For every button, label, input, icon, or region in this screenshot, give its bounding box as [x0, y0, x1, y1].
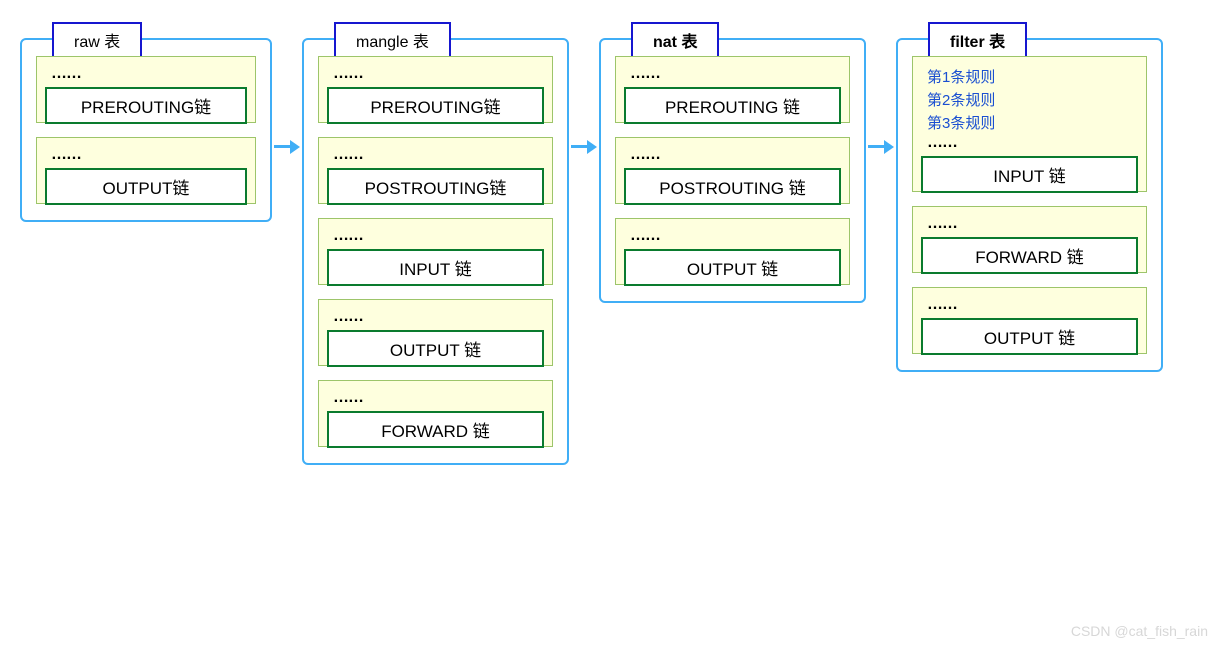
- chain-label: INPUT 链: [327, 249, 544, 286]
- chain-block: ……POSTROUTING链: [318, 137, 553, 204]
- arrow-right-icon: [274, 140, 300, 154]
- table-title: filter 表: [928, 22, 1027, 58]
- table-box: nat 表……PREROUTING 链……POSTROUTING 链……OUTP…: [599, 38, 866, 303]
- chain-dots: ……: [329, 227, 542, 249]
- chain-dots: ……: [626, 65, 839, 87]
- chain-dots: ……: [626, 227, 839, 249]
- table-box: filter 表第1条规则第2条规则第3条规则……INPUT 链……FORWAR…: [896, 38, 1163, 372]
- arrow-right-icon: [571, 140, 597, 154]
- chain-block: ……PREROUTING链: [36, 56, 256, 123]
- arrow-wrap: [569, 20, 599, 154]
- chain-block: 第1条规则第2条规则第3条规则……INPUT 链: [912, 56, 1147, 192]
- chain-block: ……OUTPUT 链: [912, 287, 1147, 354]
- chain-block: ……FORWARD 链: [318, 380, 553, 447]
- table-box: raw 表……PREROUTING链……OUTPUT链: [20, 38, 272, 222]
- chain-dots: ……: [329, 389, 542, 411]
- arrow-right-icon: [868, 140, 894, 154]
- iptables-diagram: raw 表……PREROUTING链……OUTPUT链mangle 表……PRE…: [20, 20, 1200, 465]
- chain-label: PREROUTING链: [45, 87, 247, 124]
- chain-dots: ……: [329, 308, 542, 330]
- chain-block: ……OUTPUT 链: [615, 218, 850, 285]
- chain-label: PREROUTING 链: [624, 87, 841, 124]
- chain-dots: ……: [923, 134, 1136, 156]
- chain-dots: ……: [47, 65, 245, 87]
- table-box: mangle 表……PREROUTING链……POSTROUTING链……INP…: [302, 38, 569, 465]
- chain-label: FORWARD 链: [921, 237, 1138, 274]
- chain-dots: ……: [626, 146, 839, 168]
- chain-dots: ……: [329, 146, 542, 168]
- chain-block: ……PREROUTING链: [318, 56, 553, 123]
- chain-dots: ……: [329, 65, 542, 87]
- chain-label: OUTPUT 链: [624, 249, 841, 286]
- chain-dots: ……: [923, 215, 1136, 237]
- chain-label: FORWARD 链: [327, 411, 544, 448]
- chain-block: ……OUTPUT 链: [318, 299, 553, 366]
- chain-block: ……PREROUTING 链: [615, 56, 850, 123]
- chain-label: PREROUTING链: [327, 87, 544, 124]
- chain-label: POSTROUTING链: [327, 168, 544, 205]
- chain-label: OUTPUT 链: [921, 318, 1138, 355]
- chain-block: ……FORWARD 链: [912, 206, 1147, 273]
- watermark: CSDN @cat_fish_rain: [1071, 623, 1208, 639]
- table-title: raw 表: [52, 22, 142, 58]
- chain-dots: ……: [47, 146, 245, 168]
- chain-label: OUTPUT 链: [327, 330, 544, 367]
- chain-label: INPUT 链: [921, 156, 1138, 193]
- rule-line: 第2条规则: [923, 88, 1136, 111]
- table-title: nat 表: [631, 22, 719, 58]
- rule-line: 第3条规则: [923, 111, 1136, 134]
- chain-label: POSTROUTING 链: [624, 168, 841, 205]
- chain-block: ……POSTROUTING 链: [615, 137, 850, 204]
- arrow-wrap: [866, 20, 896, 154]
- chain-dots: ……: [923, 296, 1136, 318]
- chain-block: ……OUTPUT链: [36, 137, 256, 204]
- chain-label: OUTPUT链: [45, 168, 247, 205]
- arrow-wrap: [272, 20, 302, 154]
- rule-line: 第1条规则: [923, 65, 1136, 88]
- chain-block: ……INPUT 链: [318, 218, 553, 285]
- table-title: mangle 表: [334, 22, 451, 58]
